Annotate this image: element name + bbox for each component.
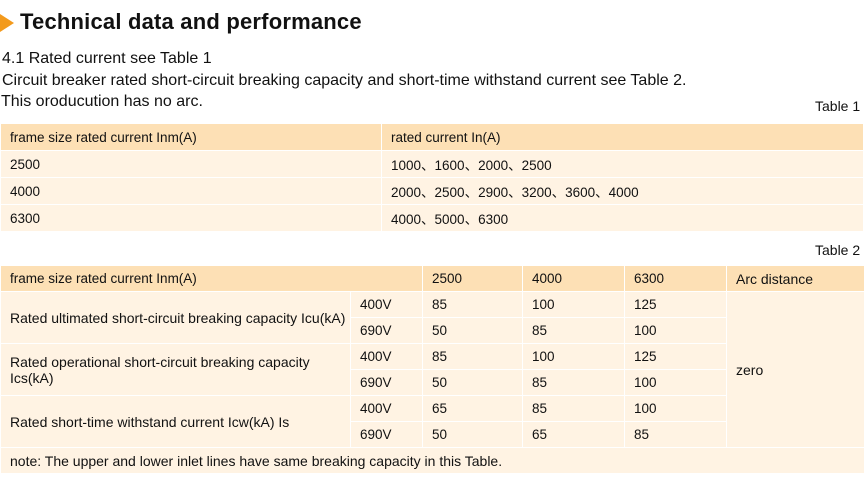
table-cell: 690V	[350, 317, 423, 344]
table-row: 690V 50 65 85	[1, 421, 864, 448]
table-cell: 85	[624, 421, 727, 448]
table-cell: 50	[422, 421, 523, 448]
table-cell: 100	[522, 343, 625, 370]
rated-current-table: frame size rated current Inm(A) rated cu…	[0, 123, 864, 232]
table-row: 690V 50 85 100	[1, 369, 864, 396]
arc-distance-value: zero	[726, 291, 864, 448]
table-cell: 400V	[350, 343, 423, 370]
table-cell: 50	[422, 317, 523, 344]
table-cell: 2000、2500、2900、3200、3600、4000	[381, 177, 864, 205]
table-header-row: frame size rated current Inm(A) rated cu…	[0, 123, 864, 151]
table-cell: 100	[522, 291, 625, 318]
table-cell: 4000、5000、6300	[381, 204, 864, 232]
table-cell: 50	[422, 369, 523, 396]
row-group-label: Rated short-time withstand current Icw(k…	[0, 395, 351, 448]
table-cell: 100	[624, 395, 727, 422]
section-title: Technical data and performance	[20, 9, 362, 34]
table-row: 6300 4000、5000、6300	[0, 204, 864, 232]
table-cell: 400V	[350, 291, 423, 318]
table-cell: 125	[624, 291, 727, 318]
column-header: frame size rated current Inm(A)	[0, 265, 423, 292]
subheading: 4.1 Rated current see Table 1	[2, 50, 212, 67]
breaking-capacity-table: frame size rated current Inm(A) 2500 400…	[0, 265, 864, 474]
table-cell: 400V	[350, 395, 423, 422]
table-cell: 100	[624, 369, 727, 396]
table-row: Rated ultimated short-circuit breaking c…	[0, 291, 864, 448]
heading-arrow-icon	[0, 14, 14, 32]
table-cell: 6300	[0, 204, 382, 232]
arc-text: This oroducution has no arc.	[1, 93, 203, 110]
table-cell: 690V	[350, 369, 423, 396]
table-cell: 85	[422, 343, 523, 370]
table-cell: 690V	[350, 421, 423, 448]
column-header: 6300	[624, 265, 727, 292]
table-cell: 125	[624, 343, 727, 370]
table-row: Rated short-time withstand current Icw(k…	[0, 395, 864, 448]
table-cell: 65	[422, 395, 523, 422]
table-cell: 1000、1600、2000、2500	[381, 150, 864, 178]
table-note: note: The upper and lower inlet lines ha…	[0, 447, 864, 474]
row-group-label: Rated ultimated short-circuit breaking c…	[0, 291, 351, 344]
intro-text: Circuit breaker rated short-circuit brea…	[2, 72, 687, 89]
table-cell: 65	[522, 421, 625, 448]
table2-caption: Table 2	[815, 242, 861, 258]
table-cell: 85	[522, 369, 625, 396]
table-cell: 85	[522, 395, 625, 422]
table-cell: 100	[624, 317, 727, 344]
column-header: frame size rated current Inm(A)	[0, 123, 382, 151]
table-row: 2500 1000、1600、2000、2500	[0, 150, 864, 178]
table-header-row: frame size rated current Inm(A) 2500 400…	[0, 265, 864, 292]
table-cell: 4000	[0, 177, 382, 205]
column-header: 4000	[522, 265, 625, 292]
table-row: Rated operational short-circuit breaking…	[0, 343, 864, 396]
table-cell: 2500	[0, 150, 382, 178]
column-header: rated current In(A)	[381, 123, 864, 151]
table-cell: 85	[522, 317, 625, 344]
table-cell: 85	[422, 291, 523, 318]
table1-caption: Table 1	[815, 98, 861, 114]
column-header: 2500	[422, 265, 523, 292]
column-header: Arc distance	[726, 265, 864, 292]
table-row: 4000 2000、2500、2900、3200、3600、4000	[0, 177, 864, 205]
table-row: 690V 50 85 100	[1, 317, 864, 344]
row-group-label: Rated operational short-circuit breaking…	[0, 343, 351, 396]
table-note-row: note: The upper and lower inlet lines ha…	[0, 447, 864, 474]
